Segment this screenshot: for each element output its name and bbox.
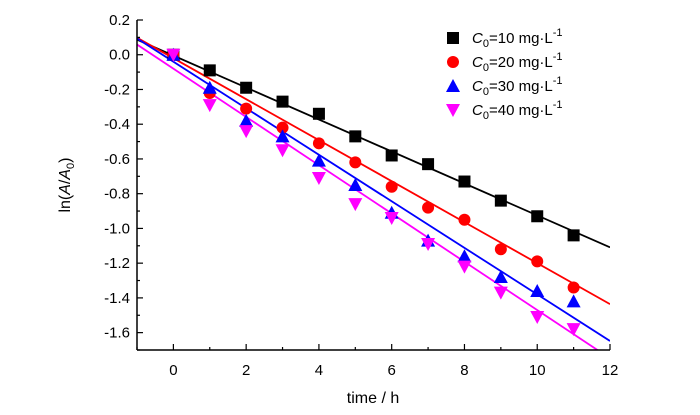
data-point-series-2 [494,243,507,256]
data-point-series-1 [203,64,216,77]
data-point-series-1 [422,158,435,171]
fit-line-series-2 [137,36,610,305]
data-point-series-4 [421,238,436,252]
x-tick-label: 6 [388,362,396,379]
data-point-series-4 [493,286,508,300]
x-tick-label: 8 [460,362,468,379]
data-point-series-1 [458,175,471,188]
data-point-series-3 [202,80,217,94]
data-point-series-1 [385,149,398,162]
data-point-series-4 [348,198,363,212]
x-tick-label: 0 [169,362,177,379]
data-point-series-1 [240,81,253,94]
data-point-series-1 [567,229,580,242]
x-axis-title: time / h [347,390,399,407]
data-point-series-4 [384,212,399,225]
data-point-series-2 [312,137,325,150]
data-point-series-1 [531,210,544,223]
data-point-series-3 [493,270,508,284]
legend-label-series-4: C0=40 mg·L-1 [472,99,563,122]
x-tick-labels: 0 2 4 6 8 10 12 [169,362,618,379]
y-tick-label: -1.0 [104,220,130,237]
data-point-series-4 [530,311,545,324]
data-point-series-3 [239,113,254,127]
x-tick-label: 12 [602,362,619,379]
y-tick-label: 0.0 [109,47,130,64]
data-point-series-4 [166,48,181,62]
data-point-series-3 [348,178,363,191]
data-point-series-2 [422,201,435,214]
axes-frame [136,19,611,351]
y-tick-label: -0.4 [104,116,130,133]
data-point-series-1 [494,194,507,207]
y-tick-label: -0.2 [104,81,130,98]
y-tick-label: 0.2 [109,12,130,29]
data-point-series-1 [276,95,289,108]
data-point-series-2 [349,156,362,169]
legend-marker-series-4 [446,104,460,117]
legend-label-series-1: C0=10 mg·L-1 [472,27,563,50]
y-tick-label: -0.8 [104,186,130,203]
y-tick-label: -1.6 [104,325,130,342]
data-point-series-2 [240,102,253,115]
legend-marker-series-3 [446,79,460,92]
fit-line-series-1 [137,38,610,249]
data-point-series-3 [275,129,290,143]
fit-line-series-4 [137,43,600,350]
data-point-series-3 [566,294,581,308]
y-tick-label: -0.6 [104,151,130,168]
legend-label-series-2: C0=20 mg·L-1 [472,51,563,74]
x-tick-label: 4 [315,362,323,379]
data-point-series-2 [567,281,580,294]
data-point-series-3 [457,249,472,263]
legend-label-series-3: C0=30 mg·L-1 [472,75,563,98]
y-tick-labels: 0.2 0.0 -0.2 -0.4 -0.6 -0.8 -1.0 -1.2 -1.4 -1.6 [104,12,130,342]
data-point-series-4 [202,99,217,113]
data-point-series-3 [530,283,545,297]
legend-marker-series-2 [447,56,459,68]
data-point-series-4 [457,260,472,274]
data-point-series-2 [276,121,289,134]
data-point-series-1 [312,107,325,120]
legend-marker-series-1 [447,32,459,44]
fit-line-series-3 [137,37,610,342]
data-point-series-2 [531,255,544,268]
data-point-series-1 [349,130,362,143]
data-point-series-4 [566,323,581,337]
data-point-series-2 [458,213,471,226]
x-tick-label: 10 [529,362,546,379]
y-tick-label: -1.4 [104,290,130,307]
data-point-series-4 [239,125,254,139]
data-point-series-4 [275,144,290,158]
data-points [166,47,581,337]
y-axis-title: ln(A/A0) [57,157,77,212]
legend: C0=10 mg·L-1C0=20 mg·L-1C0=30 mg·L-1C0=4… [446,27,563,122]
y-tick-label: -1.2 [104,255,130,272]
data-point-series-2 [385,180,398,193]
data-point-series-3 [311,153,326,167]
fit-lines [137,36,610,350]
data-point-series-4 [311,172,326,186]
x-tick-label: 2 [242,362,250,379]
